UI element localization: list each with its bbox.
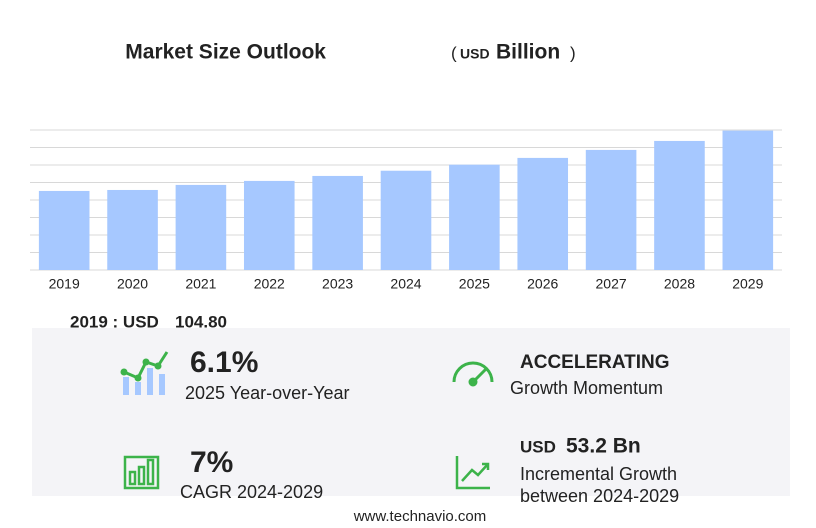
bar [585,149,637,270]
x-tick-label: 2025 [459,276,490,292]
bar [107,189,158,270]
incremental-icon [455,456,490,490]
x-tick-label: 2022 [254,276,285,292]
momentum-label: Growth Momentum [510,378,663,398]
x-tick-label: 2021 [185,276,216,292]
momentum-icon [452,361,494,387]
x-tick-label: 2026 [527,276,558,292]
footer: www.technavio.com [353,508,487,525]
bar [380,170,432,270]
incremental-currency: USD [520,437,556,456]
yoy-value: 6.1% [190,346,258,379]
cagr-label: CAGR 2024-2029 [180,482,323,502]
base-value: 104.80 [175,312,227,331]
bar [517,157,569,270]
base-label: 2019 : USD [70,312,159,331]
x-tick-label: 2029 [732,276,763,292]
unit-open: ( [451,43,457,62]
incremental-label: Incremental Growth [520,464,677,484]
yoy-icon [120,351,169,395]
bar [243,180,295,270]
unit-currency: USD [460,46,490,62]
momentum-value: ACCELERATING [520,352,670,373]
chart-title: Market Size Outlook [125,41,326,64]
x-tick-label: 2027 [596,276,627,292]
yoy-label: 2025 Year-over-Year [185,383,349,403]
bar [449,164,500,270]
x-tick-label: 2024 [390,276,421,292]
bar [722,130,774,270]
incremental-label: between 2024-2029 [520,486,679,506]
unit-name: Billion [496,41,560,64]
plot: 2019 2020 2021 2022 2023 2024 2025 2026 2027 2028… [30,129,782,292]
x-tick-label: 2028 [664,276,695,292]
cagr-value: 7% [190,446,233,479]
incremental-value: 53.2 Bn [566,435,641,458]
unit-close: ) [570,43,576,62]
x-tick-label: 2020 [117,276,148,292]
bar [175,184,227,270]
x-tick-label: 2023 [322,276,353,292]
x-tick-label: 2019 [49,276,80,292]
bar [312,175,363,270]
bar [38,190,90,270]
cagr-icon [123,455,160,490]
bar [654,140,705,270]
